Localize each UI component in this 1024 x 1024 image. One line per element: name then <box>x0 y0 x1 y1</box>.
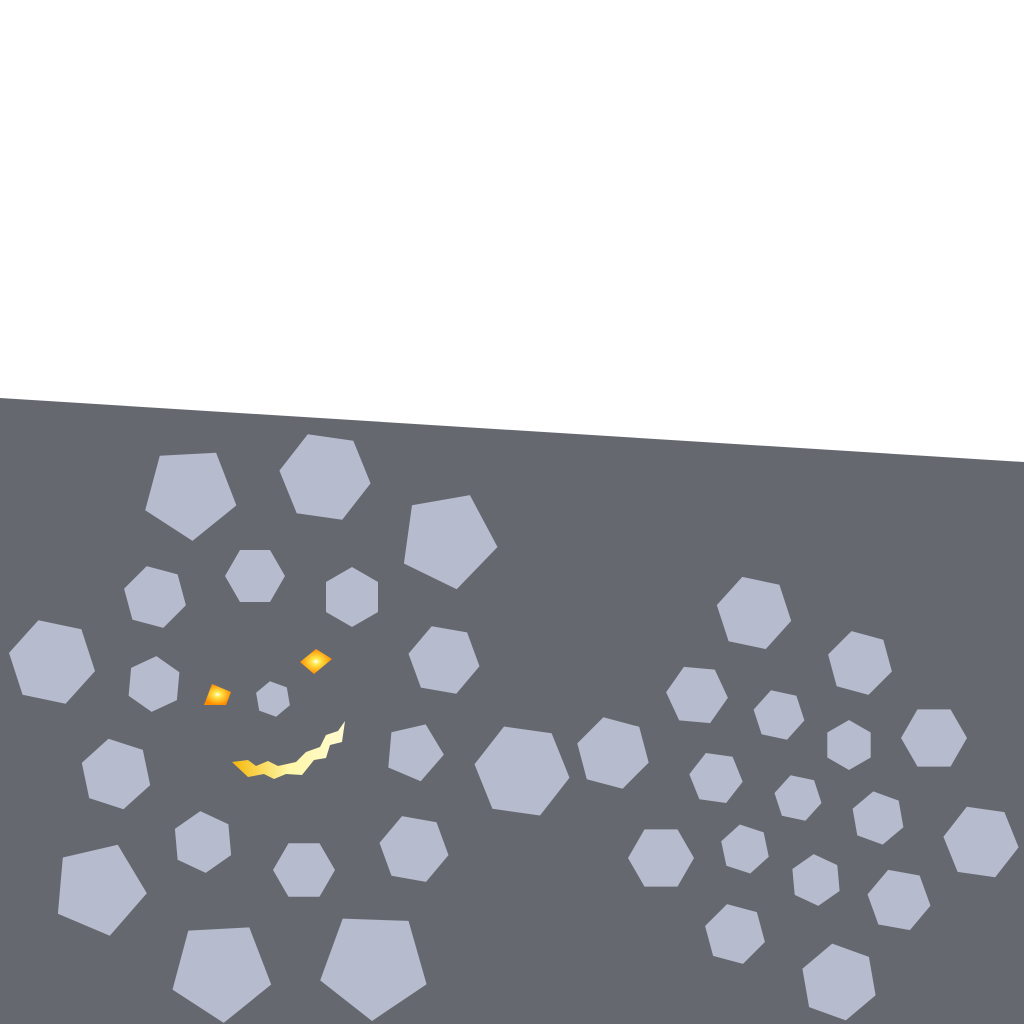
pentagon-pebble-icon <box>901 709 967 767</box>
pentagon-pebble-icon <box>666 666 728 724</box>
pentagon-pebble-icon <box>408 626 480 694</box>
pentagon-pebble-icon <box>9 620 95 704</box>
pentagon-pebble-icon <box>753 690 805 740</box>
pentagon-pebble-icon <box>721 824 769 874</box>
pentagon-pebble-icon <box>174 811 232 873</box>
pentagon-pebble-icon <box>577 717 649 789</box>
pentagon-pebble-icon <box>326 567 378 627</box>
pentagon-pebble-icon <box>403 495 498 590</box>
pentagon-pebble-icon <box>320 918 427 1021</box>
glowing-eye-icon <box>300 649 332 674</box>
pentagon-pebble-icon <box>802 943 876 1021</box>
pentagon-pebble-icon <box>273 843 335 897</box>
pebble-ring-right <box>577 576 1019 1021</box>
pentagon-pebble-icon <box>57 844 147 936</box>
pentagon-pebble-icon <box>172 927 272 1023</box>
pentagon-pebble-icon <box>774 775 822 821</box>
pentagon-pebble-icon <box>827 720 871 770</box>
pentagon-pebble-icon <box>705 904 765 964</box>
pentagon-pebble-icon <box>128 656 180 712</box>
pentagon-pebble-icon <box>124 566 186 628</box>
pentagon-pebble-icon <box>145 452 237 541</box>
pentagon-pebble-icon <box>867 869 931 931</box>
pebble-ring-left <box>9 434 570 1023</box>
pentagon-pebble-icon <box>852 791 904 845</box>
glowing-eye-icon <box>204 684 231 705</box>
pentagon-pebble-icon <box>379 816 449 882</box>
pentagon-pebble-icon <box>474 726 570 816</box>
pentagon-pebble-icon <box>81 738 151 810</box>
pentagon-pebble-icon <box>792 854 840 906</box>
pentagon-pebble-icon <box>828 631 892 695</box>
pentagon-pebble-icon <box>225 550 285 602</box>
creature-face-icon <box>204 649 345 779</box>
pentagon-pebble-icon <box>388 724 444 782</box>
pentagon-pebble-icon <box>716 576 792 650</box>
pentagon-pebble-icon <box>279 434 371 520</box>
pentagon-pebble-icon <box>256 681 290 717</box>
jagged-grin-icon <box>232 721 345 779</box>
pentagon-pebble-icon <box>689 753 743 803</box>
pentagon-pebble-icon <box>943 806 1019 878</box>
pentagon-pebble-icon <box>628 829 694 887</box>
